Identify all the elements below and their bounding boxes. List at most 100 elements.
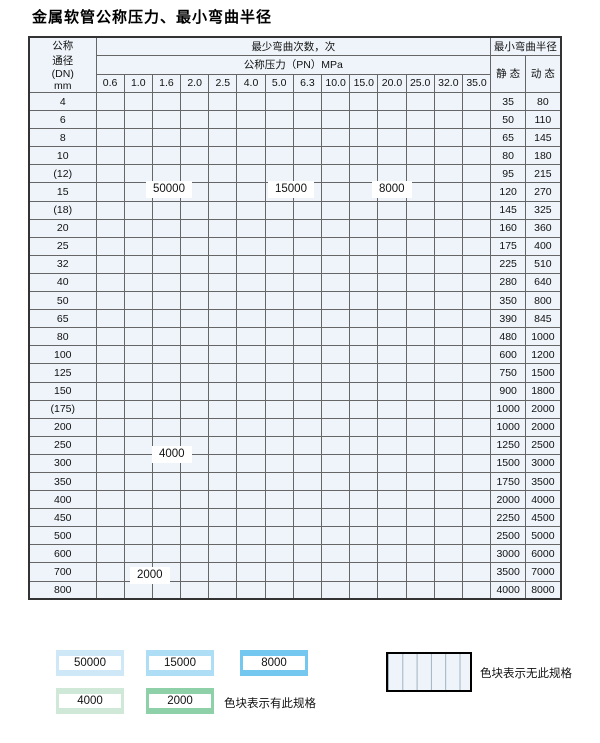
spec-cell — [461, 200, 492, 220]
radius-dynamic-value: 6000 — [525, 544, 562, 564]
spec-cell — [461, 580, 492, 600]
dn-value: 20 — [28, 218, 97, 238]
spec-cell — [320, 182, 351, 202]
spec-cell — [123, 544, 153, 564]
pressure-col-header: 20.0 — [377, 73, 407, 94]
spec-cell — [461, 381, 492, 401]
spec-cell — [405, 381, 435, 401]
spec-cell — [208, 200, 238, 220]
dn-value: 4 — [28, 91, 97, 112]
spec-cell — [377, 363, 407, 383]
table-row: 350 1750 3500 — [28, 471, 562, 492]
radius-static-value: 145 — [490, 200, 527, 220]
spec-cell — [95, 91, 125, 112]
spec-cell — [123, 110, 153, 130]
radius-dynamic-value: 3500 — [525, 471, 562, 492]
spec-cell — [377, 399, 407, 419]
spec-cell — [208, 490, 238, 510]
dn-value: 50 — [28, 291, 97, 311]
spec-cell — [208, 236, 238, 256]
spec-cell — [123, 200, 153, 220]
spec-cell — [349, 218, 379, 238]
spec-cell — [180, 164, 210, 184]
spec-cell — [95, 399, 125, 419]
spec-cell — [433, 417, 463, 437]
spec-cell — [405, 580, 435, 600]
spec-cell — [292, 110, 323, 130]
spec-cell — [151, 110, 182, 130]
header-row-1: 公称 通径 (DN) mm 最少弯曲次数，次 最小弯曲半径 — [28, 36, 562, 93]
spec-cell — [123, 435, 153, 455]
spec-cell — [180, 146, 210, 166]
spec-cell — [461, 272, 492, 293]
radius-static-header: 静 态 — [490, 54, 527, 94]
spec-cell — [349, 345, 379, 365]
spec-cell — [349, 508, 379, 528]
spec-cell — [377, 508, 407, 528]
spec-cell — [377, 435, 407, 455]
spec-cell — [377, 490, 407, 510]
radius-group-header: 最小弯曲半径 — [490, 36, 562, 56]
spec-cell — [405, 164, 435, 184]
table-row: 6 50 110 — [28, 110, 562, 130]
pressure-col-header: 1.6 — [151, 73, 182, 94]
table-row: 400 2000 4000 — [28, 490, 562, 510]
spec-cell — [320, 417, 351, 437]
dn-value: 400 — [28, 490, 97, 510]
radius-static-value: 95 — [490, 164, 527, 184]
spec-cell — [123, 272, 153, 293]
pressure-col-header: 32.0 — [433, 73, 463, 94]
spec-cell — [208, 291, 238, 311]
radius-dynamic-header: 动 态 — [525, 54, 562, 94]
spec-cell — [123, 164, 153, 184]
spec-cell — [433, 327, 463, 347]
spec-cell — [180, 91, 210, 112]
spec-cell — [292, 254, 323, 274]
spec-cell — [208, 544, 238, 564]
spec-cell — [95, 471, 125, 492]
radius-dynamic-value: 1800 — [525, 381, 562, 401]
table-row: 20 160 360 — [28, 218, 562, 238]
spec-cell — [180, 218, 210, 238]
spec-cell — [264, 435, 294, 455]
table-row: 600 3000 6000 — [28, 544, 562, 564]
spec-cell — [320, 91, 351, 112]
spec-cell — [349, 291, 379, 311]
spec-cell — [95, 254, 125, 274]
radius-static-value: 3000 — [490, 544, 527, 564]
dn-value: (12) — [28, 164, 97, 184]
spec-cell — [123, 381, 153, 401]
radius-dynamic-value: 180 — [525, 146, 562, 166]
spec-cell — [461, 399, 492, 419]
spec-cell — [461, 91, 492, 112]
table-row: 4 35 80 — [28, 91, 562, 112]
table-row: (12) 95 215 — [28, 164, 562, 184]
spec-cell — [461, 291, 492, 311]
spec-cell — [405, 128, 435, 148]
radius-dynamic-value: 270 — [525, 182, 562, 202]
spec-cell — [208, 91, 238, 112]
spec-cell — [377, 526, 407, 546]
spec-cell — [151, 490, 182, 510]
spec-cell — [123, 236, 153, 256]
dn-value: 350 — [28, 471, 97, 492]
spec-cell — [208, 508, 238, 528]
pressure-col-header: 2.5 — [208, 73, 238, 94]
dn-header-cell: 公称 通径 (DN) mm — [28, 36, 97, 93]
spec-cell — [292, 490, 323, 510]
spec-cell — [180, 562, 210, 582]
spec-cell — [349, 91, 379, 112]
radius-dynamic-value: 5000 — [525, 526, 562, 546]
radius-static-value: 480 — [490, 327, 527, 347]
table-row: 100 600 1200 — [28, 345, 562, 365]
spec-cell — [405, 508, 435, 528]
spec-cell — [95, 146, 125, 166]
spec-cell — [95, 580, 125, 600]
spec-cell — [349, 453, 379, 473]
spec-cell — [349, 490, 379, 510]
spec-cell — [236, 182, 266, 202]
spec-cell — [377, 417, 407, 437]
spec-cell — [433, 200, 463, 220]
spec-cell — [151, 399, 182, 419]
dn-value: 32 — [28, 254, 97, 274]
